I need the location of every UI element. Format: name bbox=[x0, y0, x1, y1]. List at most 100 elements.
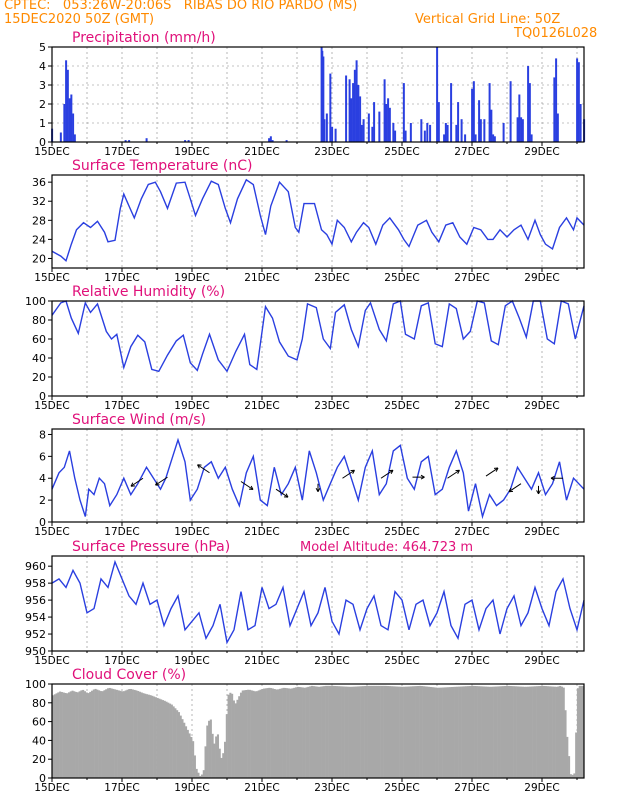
cloud-cover-column bbox=[529, 686, 532, 778]
wind-arrow bbox=[275, 488, 289, 498]
wind-arrowhead bbox=[550, 475, 555, 481]
precipitation-bar bbox=[474, 134, 477, 142]
cloud-cover-column bbox=[275, 689, 278, 778]
header-datetime: 15DEC2020 50Z (GMT) bbox=[4, 12, 155, 27]
header-location: CPTEC: 053:26W-20:06S RIBAS DO RIO PARDO… bbox=[4, 0, 358, 13]
precipitation-bar bbox=[322, 56, 325, 142]
precipitation-bar bbox=[527, 66, 530, 142]
wind-arrowhead bbox=[130, 482, 136, 487]
precipitation-frame bbox=[51, 46, 585, 143]
relative-humidity-ytick-label: 80 bbox=[32, 314, 46, 327]
relative-humidity-ytick-label: 40 bbox=[32, 352, 46, 365]
wind-arrowhead bbox=[315, 487, 321, 492]
cloud-cover-column bbox=[390, 686, 393, 778]
cloud-cover-column bbox=[185, 726, 188, 778]
cloud-cover-column bbox=[385, 685, 388, 778]
header-grid-note: Vertical Grid Line: 50Z bbox=[415, 12, 561, 27]
cloud-cover-column bbox=[110, 688, 113, 778]
surface-temperature-xtick-label: 17DEC bbox=[104, 272, 139, 284]
cloud-cover-column bbox=[119, 690, 122, 778]
precipitation-bar bbox=[576, 58, 579, 142]
precipitation-ytick-label: 0 bbox=[39, 136, 46, 149]
cloud-cover-column bbox=[186, 729, 189, 778]
cloud-cover-column bbox=[99, 691, 102, 778]
relative-humidity-ytick-label: 60 bbox=[32, 333, 46, 346]
cloud-cover-ytick-label: 100 bbox=[25, 678, 46, 691]
precipitation-bar bbox=[509, 81, 512, 142]
precipitation-ytick-label: 1 bbox=[39, 117, 46, 130]
precipitation-bar bbox=[334, 128, 337, 142]
cloud-cover-column bbox=[539, 686, 542, 778]
cloud-cover-column bbox=[323, 686, 326, 778]
precipitation-bar bbox=[350, 98, 353, 142]
cloud-cover-column bbox=[248, 689, 251, 778]
cloud-cover-column bbox=[300, 687, 303, 778]
precipitation-bar bbox=[404, 130, 407, 142]
cloud-cover-column bbox=[98, 690, 101, 778]
surface-temperature-xtick-label: 19DEC bbox=[174, 272, 209, 284]
relative-humidity-ytick-label: 20 bbox=[32, 371, 46, 384]
cloud-cover-column bbox=[268, 687, 271, 778]
wind-arrow bbox=[380, 469, 394, 479]
precipitation-xtick-label: 21DEC bbox=[244, 146, 279, 158]
precipitation-bar bbox=[483, 119, 486, 142]
cloud-cover-column bbox=[548, 686, 551, 778]
cloud-cover-column bbox=[410, 686, 413, 778]
cloud-cover-column bbox=[396, 686, 399, 778]
relative-humidity-xtick-label: 15DEC bbox=[34, 400, 69, 412]
cloud-cover-column bbox=[280, 688, 283, 778]
surface-temperature-xtick-label: 23DEC bbox=[314, 272, 349, 284]
cloud-cover-column bbox=[255, 691, 259, 778]
wind-arrowhead bbox=[508, 487, 514, 493]
cloud-cover-column bbox=[488, 686, 491, 778]
cloud-cover-column bbox=[76, 692, 79, 778]
cloud-cover-column bbox=[67, 692, 71, 778]
relative-humidity-xtick-label: 27DEC bbox=[454, 400, 489, 412]
cloud-cover-column bbox=[183, 722, 186, 778]
cloud-cover-column bbox=[332, 685, 335, 778]
cloud-cover-column bbox=[53, 694, 56, 778]
cloud-cover-ytick-label: 20 bbox=[32, 753, 46, 766]
cloud-cover-column bbox=[307, 686, 310, 778]
cloud-cover-column bbox=[516, 686, 519, 778]
cloud-cover-column bbox=[161, 700, 165, 778]
cloud-cover-column bbox=[314, 686, 317, 778]
cloud-cover-column bbox=[147, 694, 150, 778]
cloud-cover-column bbox=[305, 687, 308, 778]
cloud-cover-ytick-label: 40 bbox=[32, 734, 46, 747]
relative-humidity-xtick-label: 21DEC bbox=[244, 400, 279, 412]
cloud-cover-column bbox=[459, 686, 462, 778]
cloud-cover-column bbox=[254, 691, 257, 778]
surface-wind-xtick-label: 17DEC bbox=[104, 526, 139, 538]
cloud-cover-column bbox=[271, 688, 274, 778]
cloud-cover-column bbox=[387, 686, 390, 778]
cloud-cover-column bbox=[408, 686, 411, 778]
cloud-cover-column bbox=[80, 690, 83, 778]
cloud-cover-column bbox=[380, 685, 383, 778]
relative-humidity-xtick-label: 17DEC bbox=[104, 400, 139, 412]
cloud-cover-column bbox=[514, 686, 517, 778]
precipitation-bar bbox=[378, 111, 381, 142]
precipitation-bar bbox=[321, 50, 324, 142]
cloud-cover-column bbox=[156, 697, 159, 778]
cloud-cover-column bbox=[105, 689, 108, 778]
relative-humidity-panel: Relative Humidity (%) 0 20 40 60 80 100 15DEC 17… bbox=[25, 284, 585, 412]
cloud-cover-column bbox=[438, 687, 441, 778]
cloud-cover-column bbox=[426, 686, 429, 778]
surface-pressure-title: Surface Pressure (hPa) bbox=[72, 539, 230, 555]
precipitation-title: Precipitation (mm/h) bbox=[72, 30, 216, 46]
cloud-cover-column bbox=[325, 685, 328, 778]
precipitation-bar bbox=[66, 69, 69, 142]
surface-wind-xtick-label: 27DEC bbox=[454, 526, 489, 538]
cloud-cover-column bbox=[169, 703, 172, 778]
cloud-cover-column bbox=[140, 692, 143, 778]
surface-pressure-panel: Surface Pressure (hPa) Model Altitude: 46… bbox=[25, 539, 585, 667]
precipitation-bar bbox=[325, 113, 328, 142]
surface-pressure-xtick-label: 21DEC bbox=[244, 655, 279, 667]
surface-pressure-line bbox=[51, 559, 585, 645]
cloud-cover-column bbox=[351, 686, 354, 778]
cloud-cover-column bbox=[527, 686, 530, 778]
cloud-cover-column bbox=[500, 686, 503, 778]
wind-arrowhead bbox=[248, 485, 254, 491]
wind-arrow bbox=[197, 464, 210, 474]
